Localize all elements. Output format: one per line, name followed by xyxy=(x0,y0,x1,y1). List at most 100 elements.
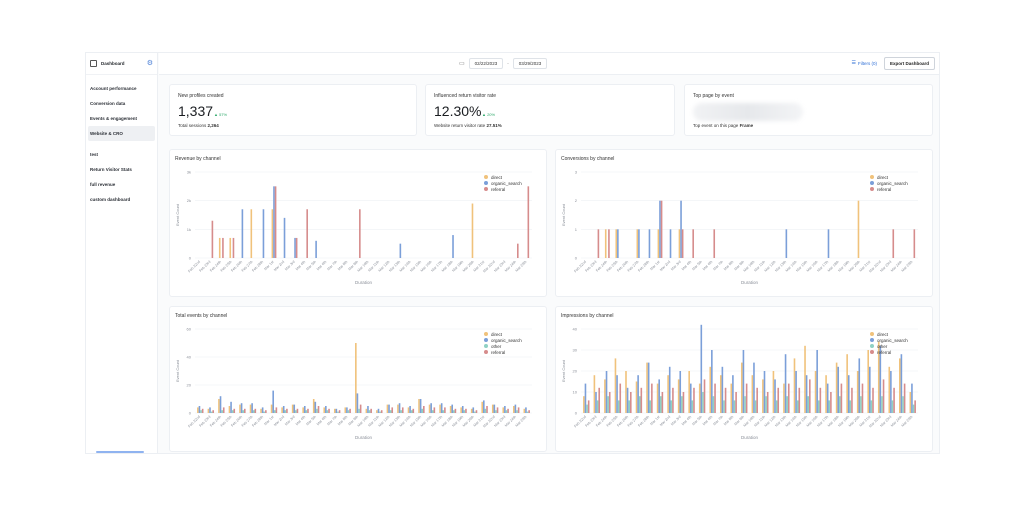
bar-referral xyxy=(254,408,257,413)
x-tick-label: Mar 25th xyxy=(901,260,914,273)
bar-direct xyxy=(449,406,452,413)
bar-other xyxy=(358,408,360,413)
legend-item-direct[interactable]: direct xyxy=(870,174,908,180)
y-tick-label: 3k xyxy=(187,170,191,175)
legend-item-direct[interactable]: direct xyxy=(484,331,522,337)
kpi-card-return-visitor-rate: Influenced return visitor rate 12.30% ▲ … xyxy=(425,84,675,136)
sidebar-footer-link[interactable] xyxy=(96,451,144,453)
legend-item-direct[interactable]: direct xyxy=(484,174,522,180)
sidebar-title: Dashboard xyxy=(101,61,125,66)
legend-item-direct[interactable]: direct xyxy=(870,331,908,337)
x-tick-label: Mar 2nd xyxy=(659,260,671,272)
bar-direct xyxy=(418,399,420,413)
legend-item-referral[interactable]: referral xyxy=(870,186,908,192)
x-axis-label: Duration xyxy=(355,435,373,440)
bar-organic-search xyxy=(827,229,830,258)
bar-other xyxy=(337,411,339,413)
sidebar-header: Dashboard ⚙ xyxy=(86,53,157,75)
bar-direct xyxy=(677,379,680,413)
legend-swatch xyxy=(870,187,874,191)
sidebar-item-return-visitor-stats[interactable]: Return Visitor Stats xyxy=(90,167,132,172)
bar-direct xyxy=(856,371,859,413)
bar-referral xyxy=(274,186,277,258)
export-dashboard-button[interactable]: Export Dashboard xyxy=(883,57,935,70)
chart-legend: direct organic_search other referral xyxy=(484,331,522,355)
bar-organic-search xyxy=(668,366,671,413)
bar-organic-search xyxy=(689,383,692,413)
legend-item-organic-search[interactable]: organic_search xyxy=(870,180,908,186)
bar-direct xyxy=(709,366,712,413)
legend-item-organic-search[interactable]: organic_search xyxy=(484,337,522,343)
bar-organic-search xyxy=(472,407,475,413)
bar-other xyxy=(670,400,673,413)
legend-item-organic-search[interactable]: organic_search xyxy=(870,337,908,343)
sidebar-item-test[interactable]: test xyxy=(90,152,99,157)
y-tick-label: 0 xyxy=(189,411,192,416)
bar-referral xyxy=(882,379,885,413)
sidebar-item-custom-dashboard[interactable]: custom dashboard xyxy=(90,197,131,202)
sidebar-item-account-performance[interactable]: Account performance xyxy=(90,86,137,91)
x-tick-label: Mar 5th xyxy=(305,415,316,426)
bar-direct xyxy=(857,200,860,258)
bar-other xyxy=(712,396,715,413)
x-tick-label: Feb 28th xyxy=(637,415,650,428)
bar-organic-search xyxy=(816,350,818,413)
bar-other xyxy=(526,411,529,413)
sidebar-item-conversion-data[interactable]: Conversion data xyxy=(90,101,126,106)
chart-title: Conversions by channel xyxy=(561,156,615,162)
chart-card-revenue: Revenue by channel Event Count 0 1k 2k 3k Feb… xyxy=(169,149,547,297)
start-date-field[interactable]: 02/22/2023 xyxy=(468,58,504,69)
bar-referral xyxy=(756,387,758,413)
sidebar-item-website-cro[interactable]: Website & CRO xyxy=(88,126,155,141)
end-date-field[interactable]: 03/29/2023 xyxy=(512,58,548,69)
x-tick-label: Mar 4th xyxy=(295,415,306,426)
bar-direct xyxy=(814,371,817,413)
legend-swatch xyxy=(870,344,874,348)
bar-direct xyxy=(260,408,262,413)
legend-item-organic-search[interactable]: organic_search xyxy=(484,180,522,186)
legend-item-other[interactable]: other xyxy=(870,343,908,349)
legend-item-referral[interactable]: referral xyxy=(484,186,522,192)
bar-other xyxy=(596,400,599,413)
x-tick-label: Mar 7th xyxy=(712,415,723,426)
bar-direct xyxy=(523,408,526,413)
sidebar-item-events-engagement[interactable]: Events & engagement xyxy=(90,116,138,121)
bar-organic-search xyxy=(514,404,517,413)
bar-direct xyxy=(239,404,241,413)
legend-item-referral[interactable]: referral xyxy=(870,349,908,355)
x-tick-label: Mar 8th xyxy=(723,415,734,426)
kpi-sub-value: Frame xyxy=(739,123,754,128)
calendar-icon[interactable]: ▭ xyxy=(459,61,465,67)
dashboard-icon xyxy=(90,60,97,67)
legend-swatch xyxy=(870,181,874,185)
bar-other xyxy=(389,410,392,413)
bar-organic-search xyxy=(774,379,776,413)
bar-other xyxy=(775,400,778,413)
bar-organic-search xyxy=(419,399,422,413)
sidebar-item-full-revenue[interactable]: full revenue xyxy=(90,182,116,187)
legend-item-referral[interactable]: referral xyxy=(484,349,522,355)
kpi-sub-value: 27.51% xyxy=(486,123,502,128)
filters-button[interactable]: ☰ Filters (0) xyxy=(852,60,877,66)
bar-organic-search xyxy=(679,371,682,413)
bar-direct xyxy=(218,237,221,258)
bar-referral xyxy=(454,408,457,413)
bar-organic-search xyxy=(399,243,402,258)
x-tick-label: Feb 28th xyxy=(251,260,264,273)
legend-item-other[interactable]: other xyxy=(484,343,522,349)
bar-referral xyxy=(211,220,214,258)
legend-swatch xyxy=(870,175,874,179)
bar-organic-search xyxy=(669,229,672,258)
bar-direct xyxy=(899,358,901,413)
x-tick-label: Mar 2nd xyxy=(659,415,671,427)
bar-organic-search xyxy=(900,354,903,413)
legend-label: direct xyxy=(491,331,503,337)
bar-referral xyxy=(598,387,600,413)
x-tick-label: Mar 1st xyxy=(649,415,660,426)
kpi-title: Top page by event xyxy=(693,93,734,99)
kpi-title: New profiles created xyxy=(178,93,224,99)
legend-label: referral xyxy=(877,349,892,355)
gear-icon[interactable]: ⚙ xyxy=(146,60,153,67)
bar-organic-search xyxy=(721,366,724,413)
